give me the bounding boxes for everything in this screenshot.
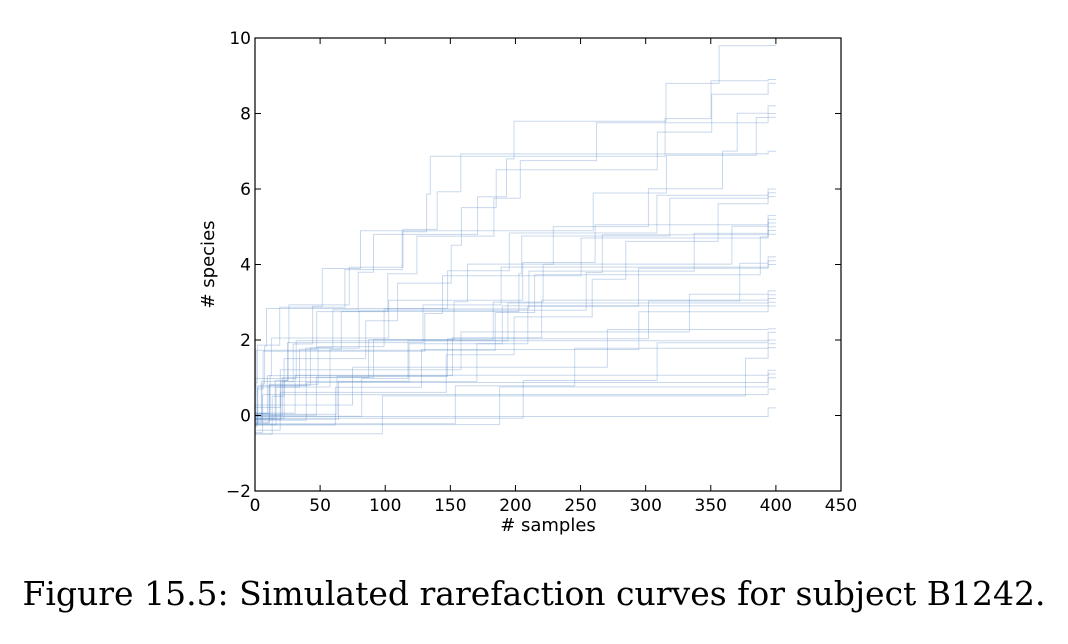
x-tick-label: 150 — [434, 496, 466, 516]
rarefaction-curve — [255, 230, 776, 425]
x-tick-label: 50 — [309, 496, 331, 516]
rarefaction-curve — [255, 218, 776, 414]
rarefaction-curve — [255, 301, 776, 420]
rarefaction-curve — [255, 150, 776, 419]
rarefaction-curve — [255, 226, 776, 428]
x-tick-label: 450 — [825, 496, 857, 516]
rarefaction-curve — [255, 214, 776, 416]
rarefaction-curve — [255, 113, 776, 426]
x-tick-label: 0 — [250, 496, 261, 516]
rarefaction-curve — [255, 196, 776, 426]
y-axis-label: # species — [198, 220, 219, 308]
y-tick-label: −2 — [226, 482, 251, 502]
rarefaction-curve — [255, 45, 776, 424]
y-tick-label: 2 — [240, 331, 251, 351]
rarefaction-curve — [255, 188, 776, 423]
x-tick-label: 350 — [695, 496, 727, 516]
y-tick-label: 8 — [240, 105, 251, 125]
rarefaction-curve — [255, 298, 776, 414]
rarefaction-curve — [255, 290, 776, 408]
rarefaction-curve — [255, 343, 776, 425]
y-tick-label: 4 — [240, 256, 251, 276]
x-tick-label: 100 — [369, 496, 401, 516]
rarefaction-curve — [255, 388, 776, 433]
rarefaction-curve — [255, 260, 776, 420]
rarefaction-curve — [255, 264, 776, 419]
x-tick-label: 200 — [499, 496, 531, 516]
rarefaction-curve — [255, 369, 776, 414]
x-tick-label: 300 — [629, 496, 661, 516]
rarefaction-curve — [255, 331, 776, 417]
rarefaction-curve — [255, 82, 776, 435]
x-tick-label: 250 — [564, 496, 596, 516]
rarefaction-curve — [255, 339, 776, 419]
rarefaction-curve — [254, 79, 776, 422]
rarefaction-curve — [255, 222, 776, 423]
rarefaction-curve — [255, 116, 776, 420]
rarefaction-curve — [255, 377, 776, 426]
y-tick-label: 6 — [240, 180, 251, 200]
rarefaction-curve — [255, 328, 776, 406]
rarefaction-curves — [254, 45, 776, 435]
rarefaction-curve — [254, 294, 776, 417]
x-axis-label: # samples — [500, 515, 596, 536]
rarefaction-curve — [255, 192, 776, 431]
rarefaction-curve — [255, 256, 776, 415]
rarefaction-curve — [255, 105, 776, 416]
rarefaction-curve — [255, 305, 776, 426]
figure-caption: Figure 15.5: Simulated rarefaction curve… — [22, 574, 1046, 613]
rarefaction-curve — [255, 347, 776, 435]
rarefaction-curve — [255, 373, 776, 421]
x-tick-label: 400 — [760, 496, 792, 516]
y-tick-label: 10 — [229, 29, 251, 49]
rarefaction-curve — [255, 407, 776, 417]
y-tick-label: 0 — [240, 407, 251, 427]
